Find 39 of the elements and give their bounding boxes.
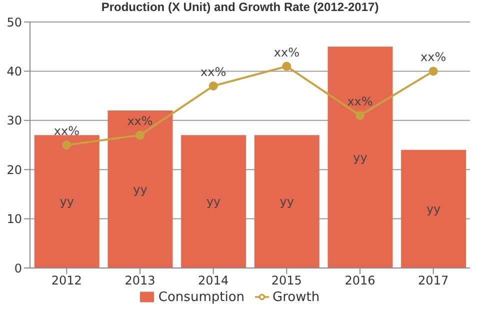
bar [401,150,466,268]
data-label: yy [133,182,148,196]
y-tick-label: 50 [6,15,22,30]
point [282,62,292,71]
y-tick-label: 40 [6,64,22,78]
data-label: yy [60,194,74,209]
legend-label: Consumption [158,290,245,305]
data-label: xx% [127,114,153,128]
bar [328,46,393,268]
point [428,66,438,76]
bar [181,135,246,268]
data-label: yy [206,194,221,209]
x-tick-label: 2015 [271,274,302,288]
data-label: yy [353,150,368,164]
bar [108,110,173,268]
point [136,130,144,140]
data-label: yy [280,194,294,209]
point [356,110,364,120]
data-label: xx% [274,45,300,60]
data-label: xx% [347,94,373,108]
point [62,140,72,150]
y-tick-label: 20 [6,162,22,177]
data-label: yy [426,202,441,216]
data-label: xx% [420,50,446,64]
x-tick-label: 2017 [418,274,449,288]
x-tick-label: 2012 [51,274,82,288]
y-tick-label: 30 [6,114,22,128]
x-tick-label: 2016 [344,274,376,288]
point [208,81,218,90]
chart-title: Production (X Unit) and Growth Rate (2012-2017) [100,0,380,14]
y-tick-label: 0 [14,261,22,276]
x-tick-label: 2014 [198,274,229,288]
data-label: xx% [200,64,226,79]
bar [34,135,100,268]
x-tick-label: 2013 [124,274,156,288]
bar [254,135,320,268]
y-tick-label: 10 [6,212,22,226]
data-label: xx% [54,124,80,138]
legend-label: Growth [272,290,320,305]
